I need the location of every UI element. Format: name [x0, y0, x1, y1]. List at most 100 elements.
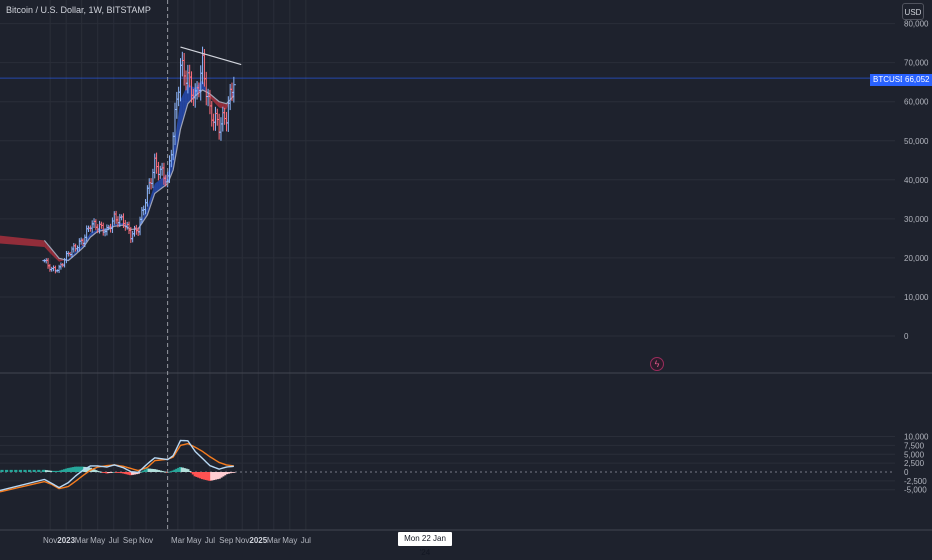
ribbon-segment — [182, 91, 185, 123]
ribbon-segment — [180, 95, 183, 130]
histogram-bar — [101, 472, 105, 473]
histogram-bar — [169, 471, 173, 472]
histogram-bar — [70, 467, 74, 472]
ribbon-segment — [184, 88, 187, 117]
ribbon-segment — [149, 195, 152, 210]
histogram-bar — [134, 472, 138, 475]
histogram-bar — [210, 472, 214, 481]
histogram-bar — [153, 469, 157, 472]
time-tick-label: 2023 — [57, 536, 75, 545]
histogram-bar — [41, 469, 45, 472]
histogram-bar — [79, 466, 83, 472]
histogram-bar — [120, 472, 124, 474]
ribbon-segment — [160, 178, 163, 190]
histogram-bar — [48, 470, 52, 472]
histogram-bar — [68, 467, 72, 472]
histogram-bar — [61, 469, 65, 472]
histogram-bar — [151, 468, 155, 472]
histogram-bar — [90, 468, 94, 472]
histogram-bar — [206, 472, 210, 481]
time-tick-label: May — [186, 536, 201, 545]
currency-button[interactable]: USD — [902, 3, 924, 20]
price-tick-label: 80,000 — [904, 20, 929, 29]
ema-ribbon — [0, 80, 234, 262]
ribbon-segment — [55, 253, 58, 261]
macd-signal-line — [0, 442, 234, 493]
histogram-bar — [85, 467, 89, 472]
histogram-bar — [72, 467, 76, 472]
histogram-bar — [145, 468, 149, 472]
ribbon-segment — [219, 101, 221, 109]
histogram-bar — [158, 470, 162, 472]
histogram-bar — [97, 471, 102, 473]
macd-histogram — [0, 466, 236, 481]
price-tick-label: 60,000 — [904, 98, 929, 107]
histogram-bar — [129, 472, 133, 476]
histogram-bar — [127, 472, 131, 475]
macd-line — [0, 439, 234, 492]
macd-tick-label: -2,500 — [904, 477, 927, 486]
histogram-bar — [9, 469, 13, 472]
histogram-bar — [94, 470, 98, 472]
time-tick-label: May — [282, 536, 297, 545]
histogram-bar — [208, 472, 212, 481]
price-tick-label: 20,000 — [904, 254, 929, 263]
histogram-bar — [51, 470, 56, 472]
histogram-bar — [147, 468, 151, 472]
histogram-bar — [184, 468, 188, 472]
histogram-bar — [177, 467, 181, 472]
histogram-bar — [180, 467, 184, 472]
ribbon-segment — [154, 182, 157, 194]
histogram-bar — [14, 469, 18, 472]
histogram-bar — [195, 472, 199, 477]
histogram-bar — [99, 471, 103, 473]
histogram-bar — [191, 472, 195, 475]
histogram-bar — [63, 469, 67, 472]
price-tick-label: 10,000 — [904, 293, 929, 302]
histogram-bar — [131, 472, 135, 475]
histogram-bar — [232, 472, 236, 473]
histogram-bar — [112, 472, 116, 473]
histogram-bar — [143, 469, 148, 472]
time-tick-label: May — [90, 536, 105, 545]
ribbon-segment — [88, 232, 91, 240]
histogram-bar — [156, 470, 161, 472]
price-axis: 80,000 70,000 60,000 50,000 40,000 30,000 20,0… — [904, 20, 929, 341]
histogram-bar — [86, 467, 91, 472]
time-tick-label: Mar — [171, 536, 185, 545]
histogram-bar — [5, 469, 9, 472]
crosshair-date-label: Mon 22 Jan '24 — [398, 532, 452, 557]
histogram-bar — [123, 472, 127, 474]
ribbon-segment — [156, 180, 159, 193]
price-tick-label: 40,000 — [904, 176, 929, 185]
histogram-bar — [217, 472, 221, 479]
histogram-bar — [204, 472, 208, 480]
ribbon-segment — [158, 179, 161, 191]
histogram-bar — [77, 466, 81, 472]
histogram-bar — [202, 472, 207, 480]
resistance-trendline — [180, 46, 242, 66]
grid — [0, 0, 895, 530]
histogram-bar — [212, 472, 216, 481]
histogram-bar — [160, 470, 164, 472]
histogram-bar — [107, 472, 111, 474]
price-tick-label: 50,000 — [904, 137, 929, 146]
lightning-icon[interactable]: ϟ — [650, 357, 664, 371]
macd-tick-label: 10,000 — [904, 433, 929, 442]
macd-tick-label: -5,000 — [904, 486, 927, 495]
histogram-bar — [121, 472, 126, 474]
histogram-bar — [53, 470, 58, 472]
time-axis: Nov 2023 Mar May Jul Sep Nov Mar May Jul Sep Nov 202… — [43, 536, 311, 545]
histogram-bar — [224, 472, 229, 475]
time-tick-label: Jul — [205, 536, 215, 545]
histogram-bar — [228, 472, 232, 474]
histogram-bar — [81, 466, 85, 472]
last-price-tag: 66,052 — [902, 74, 932, 86]
time-tick-label: Mar — [267, 536, 281, 545]
histogram-bar — [221, 472, 225, 477]
histogram-bar — [18, 469, 22, 472]
histogram-bar — [140, 471, 144, 473]
histogram-bar — [74, 466, 78, 472]
